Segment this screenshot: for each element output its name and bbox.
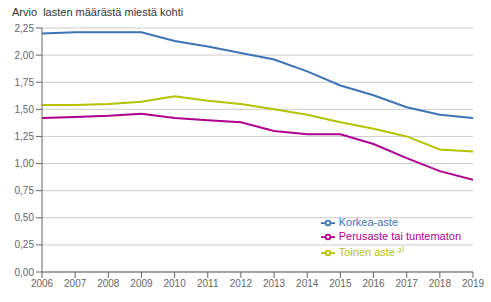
- svg-text:1,25: 1,25: [15, 131, 35, 142]
- html-text:Korkea-aste: Korkea-aste: [338, 215, 398, 228]
- svg-text:0,00: 0,00: [15, 267, 35, 278]
- svg-text:2008: 2008: [97, 278, 120, 289]
- html-text:Arvio lasten määrästä miestä k: Arvio lasten määrästä miestä kohti: [12, 6, 184, 18]
- svg-text:0,25: 0,25: [15, 239, 35, 250]
- svg-text:2006: 2006: [31, 278, 54, 289]
- svg-text:2013: 2013: [263, 278, 286, 289]
- svg-text:2016: 2016: [362, 278, 385, 289]
- html-text:Perusaste tai tuntematon: Perusaste tai tuntematon: [338, 229, 461, 242]
- svg-text:2011: 2011: [197, 278, 219, 289]
- svg-text:0,75: 0,75: [15, 185, 35, 196]
- svg-text:1,75: 1,75: [15, 77, 35, 88]
- svg-text:2017: 2017: [396, 278, 419, 289]
- svg-text:1,00: 1,00: [15, 158, 35, 169]
- svg-text:2018: 2018: [429, 278, 452, 289]
- svg-text:2009: 2009: [130, 278, 153, 289]
- svg-text:2012: 2012: [230, 278, 253, 289]
- svg-text:2010: 2010: [163, 278, 186, 289]
- svg-text:2,00: 2,00: [15, 50, 35, 61]
- svg-text:2019: 2019: [462, 278, 483, 289]
- svg-text:2,25: 2,25: [15, 23, 35, 34]
- svg-text:2015: 2015: [329, 278, 352, 289]
- svg-text:0,50: 0,50: [15, 212, 35, 223]
- svg-text:2014: 2014: [296, 278, 319, 289]
- html-text:Toinen aste ²⁾: Toinen aste ²⁾: [338, 245, 404, 258]
- svg-text:2007: 2007: [64, 278, 87, 289]
- svg-text:1,50: 1,50: [15, 104, 35, 115]
